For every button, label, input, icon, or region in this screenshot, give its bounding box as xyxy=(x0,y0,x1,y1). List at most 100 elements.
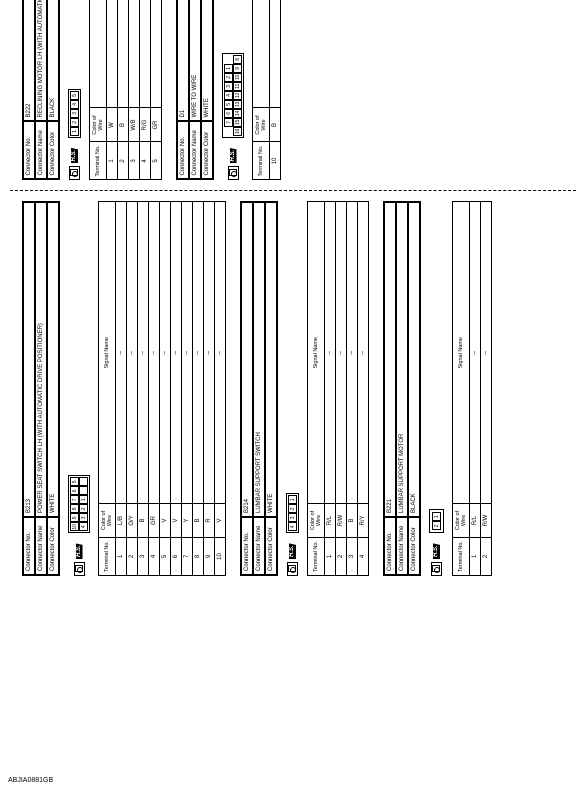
value-conn-color: WHITE xyxy=(201,0,213,122)
th-signal: Signal Name xyxy=(453,202,470,504)
hs-group: H.S. xyxy=(74,543,85,576)
table-row: 1R/L– xyxy=(470,202,481,576)
label-conn-color: Connector Color xyxy=(201,122,213,180)
pin-diagram: 7654321 1615141312111098 xyxy=(222,53,244,138)
connector-header: Connector No. B221 Connector Name LUMBAR… xyxy=(383,202,421,577)
label-conn-name: Connector Name xyxy=(253,517,265,575)
value-conn-name: RECLINING MOTOR LH (WITH AUTOMATIC DRIVE… xyxy=(35,0,47,122)
signal-table: Terminal No. Color of Wire Signal Name 1… xyxy=(98,202,226,577)
table-row: 10B– xyxy=(270,0,281,180)
signal-table: Terminal No. Color of Wire Signal Name 1… xyxy=(452,202,492,577)
hs-and-pins: H.S. 7654321 1615141312111098 xyxy=(220,0,246,181)
label-conn-name: Connector Name xyxy=(35,517,47,575)
connector-block-B213: Connector No. B213 Connector Name POWER … xyxy=(22,202,226,577)
hs-tag: H.S. xyxy=(433,543,440,559)
value-conn-name: LUMBAR SUPPORT MOTOR xyxy=(396,203,408,518)
table-row: 1W– xyxy=(107,0,118,180)
hs-tag: H.S. xyxy=(289,543,296,559)
table-row: 4GR– xyxy=(149,202,160,576)
pin-diagram: 1098765 4321 xyxy=(68,475,90,533)
label-conn-no: Connector No. xyxy=(23,122,35,180)
table-row: 5GR– xyxy=(151,0,162,180)
label-conn-no: Connector No. xyxy=(384,517,396,575)
value-conn-color: BLACK xyxy=(47,0,59,122)
label-conn-name: Connector Name xyxy=(396,517,408,575)
table-row: 5V– xyxy=(160,202,171,576)
connector-icon xyxy=(74,562,85,576)
th-color: Color of Wire xyxy=(453,504,470,538)
connector-icon xyxy=(69,167,80,181)
label-conn-color: Connector Color xyxy=(408,517,420,575)
left-half: Connector No. B213 Connector Name POWER … xyxy=(10,192,576,587)
value-conn-color: WHITE xyxy=(47,203,59,518)
table-row: 1L/B– xyxy=(116,202,127,576)
connector-icon xyxy=(228,167,239,181)
vertical-separator xyxy=(10,191,576,192)
table-row: 2B– xyxy=(118,0,129,180)
label-conn-color: Connector Color xyxy=(47,122,59,180)
th-color: Color of Wire xyxy=(99,504,116,538)
connector-icon xyxy=(287,562,298,576)
value-conn-no: B214 xyxy=(241,203,253,518)
value-conn-name: WIRE TO WIRE xyxy=(189,0,201,122)
columns-wrap: Connector No. B213 Connector Name POWER … xyxy=(10,0,576,586)
label-conn-no: Connector No. xyxy=(177,122,189,180)
table-row: 2O/Y– xyxy=(127,202,138,576)
label-conn-no: Connector No. xyxy=(23,517,35,575)
value-conn-name: LUMBAR SUPPORT SWITCH xyxy=(253,203,265,518)
tbody: 1L/B– 2O/Y– 3B– 4GR– 5V– 6V– 7Y– 8B– 9R–… xyxy=(116,202,226,576)
hs-and-pins: H.S. 4321 xyxy=(284,202,301,577)
th-color: Color of Wire xyxy=(308,504,325,538)
th-signal: Signal Name xyxy=(99,202,116,504)
table-row: 6V– xyxy=(171,202,182,576)
table-row: 8B– xyxy=(193,202,204,576)
value-conn-color: BLACK xyxy=(408,203,420,518)
connector-header: Connector No. B214 Connector Name LUMBAR… xyxy=(240,202,278,577)
value-conn-no: B221 xyxy=(384,203,396,518)
hs-tag: H.S. xyxy=(230,148,237,164)
hs-and-pins: H.S. 21 xyxy=(427,202,446,577)
page-rotated: Connector No. B213 Connector Name POWER … xyxy=(10,0,576,586)
table-row: 4R/G– xyxy=(140,0,151,180)
signal-table: Terminal No. Color of Wire Signal Name 1… xyxy=(307,202,369,577)
hs-tag: H.S. xyxy=(76,543,83,559)
value-conn-color: WHITE xyxy=(265,203,277,518)
th-terminal: Terminal No. xyxy=(99,538,116,576)
reference-code: ABJIA0881GB xyxy=(8,777,53,784)
pin-diagram: 21 xyxy=(429,509,444,533)
th-color: Color of Wire xyxy=(90,108,107,142)
pin-diagram: 4321 xyxy=(286,493,299,533)
table-row: 9R– xyxy=(204,202,215,576)
table-row: 3B– xyxy=(347,202,358,576)
pin-diagram: 12345 xyxy=(68,89,81,138)
th-signal: Signal Name xyxy=(308,202,325,504)
signal-table: Terminal No. Color of Wire Signal Name 1… xyxy=(252,0,281,181)
connector-block-D1: Connector No. D1 Connector Name WIRE TO … xyxy=(176,0,281,181)
label-conn-color: Connector Color xyxy=(265,517,277,575)
table-row: 7Y– xyxy=(182,202,193,576)
label-conn-color: Connector Color xyxy=(47,517,59,575)
connector-block-B214: Connector No. B214 Connector Name LUMBAR… xyxy=(240,202,369,577)
label-conn-name: Connector Name xyxy=(35,122,47,180)
connector-header: Connector No. D1 Connector Name WIRE TO … xyxy=(176,0,214,181)
value-conn-name: POWER SEAT SWITCH LH (WITH AUTOMATIC DRI… xyxy=(35,203,47,518)
signal-table: Terminal No. Color of Wire Signal Name 1… xyxy=(89,0,162,181)
value-conn-no: D1 xyxy=(177,0,189,122)
th-terminal: Terminal No. xyxy=(253,142,270,180)
th-signal: Signal Name xyxy=(253,0,270,108)
value-conn-no: B213 xyxy=(23,203,35,518)
label-conn-no: Connector No. xyxy=(241,517,253,575)
th-signal: Signal Name xyxy=(90,0,107,108)
connector-block-B221: Connector No. B221 Connector Name LUMBAR… xyxy=(383,202,492,577)
th-color: Color of Wire xyxy=(253,108,270,142)
connector-header: Connector No. B222 Connector Name RECLIN… xyxy=(22,0,60,181)
right-half: Connector No. B222 Connector Name RECLIN… xyxy=(10,0,576,191)
hs-and-pins: H.S. 1098765 4321 xyxy=(66,202,92,577)
connector-icon xyxy=(431,562,442,576)
hs-tag: H.S. xyxy=(71,148,78,164)
table-row: 3B– xyxy=(138,202,149,576)
hs-and-pins: H.S. 12345 xyxy=(66,0,83,181)
connector-block-B222: Connector No. B222 Connector Name RECLIN… xyxy=(22,0,162,181)
th-terminal: Terminal No. xyxy=(90,142,107,180)
table-row: 2R/W– xyxy=(481,202,492,576)
